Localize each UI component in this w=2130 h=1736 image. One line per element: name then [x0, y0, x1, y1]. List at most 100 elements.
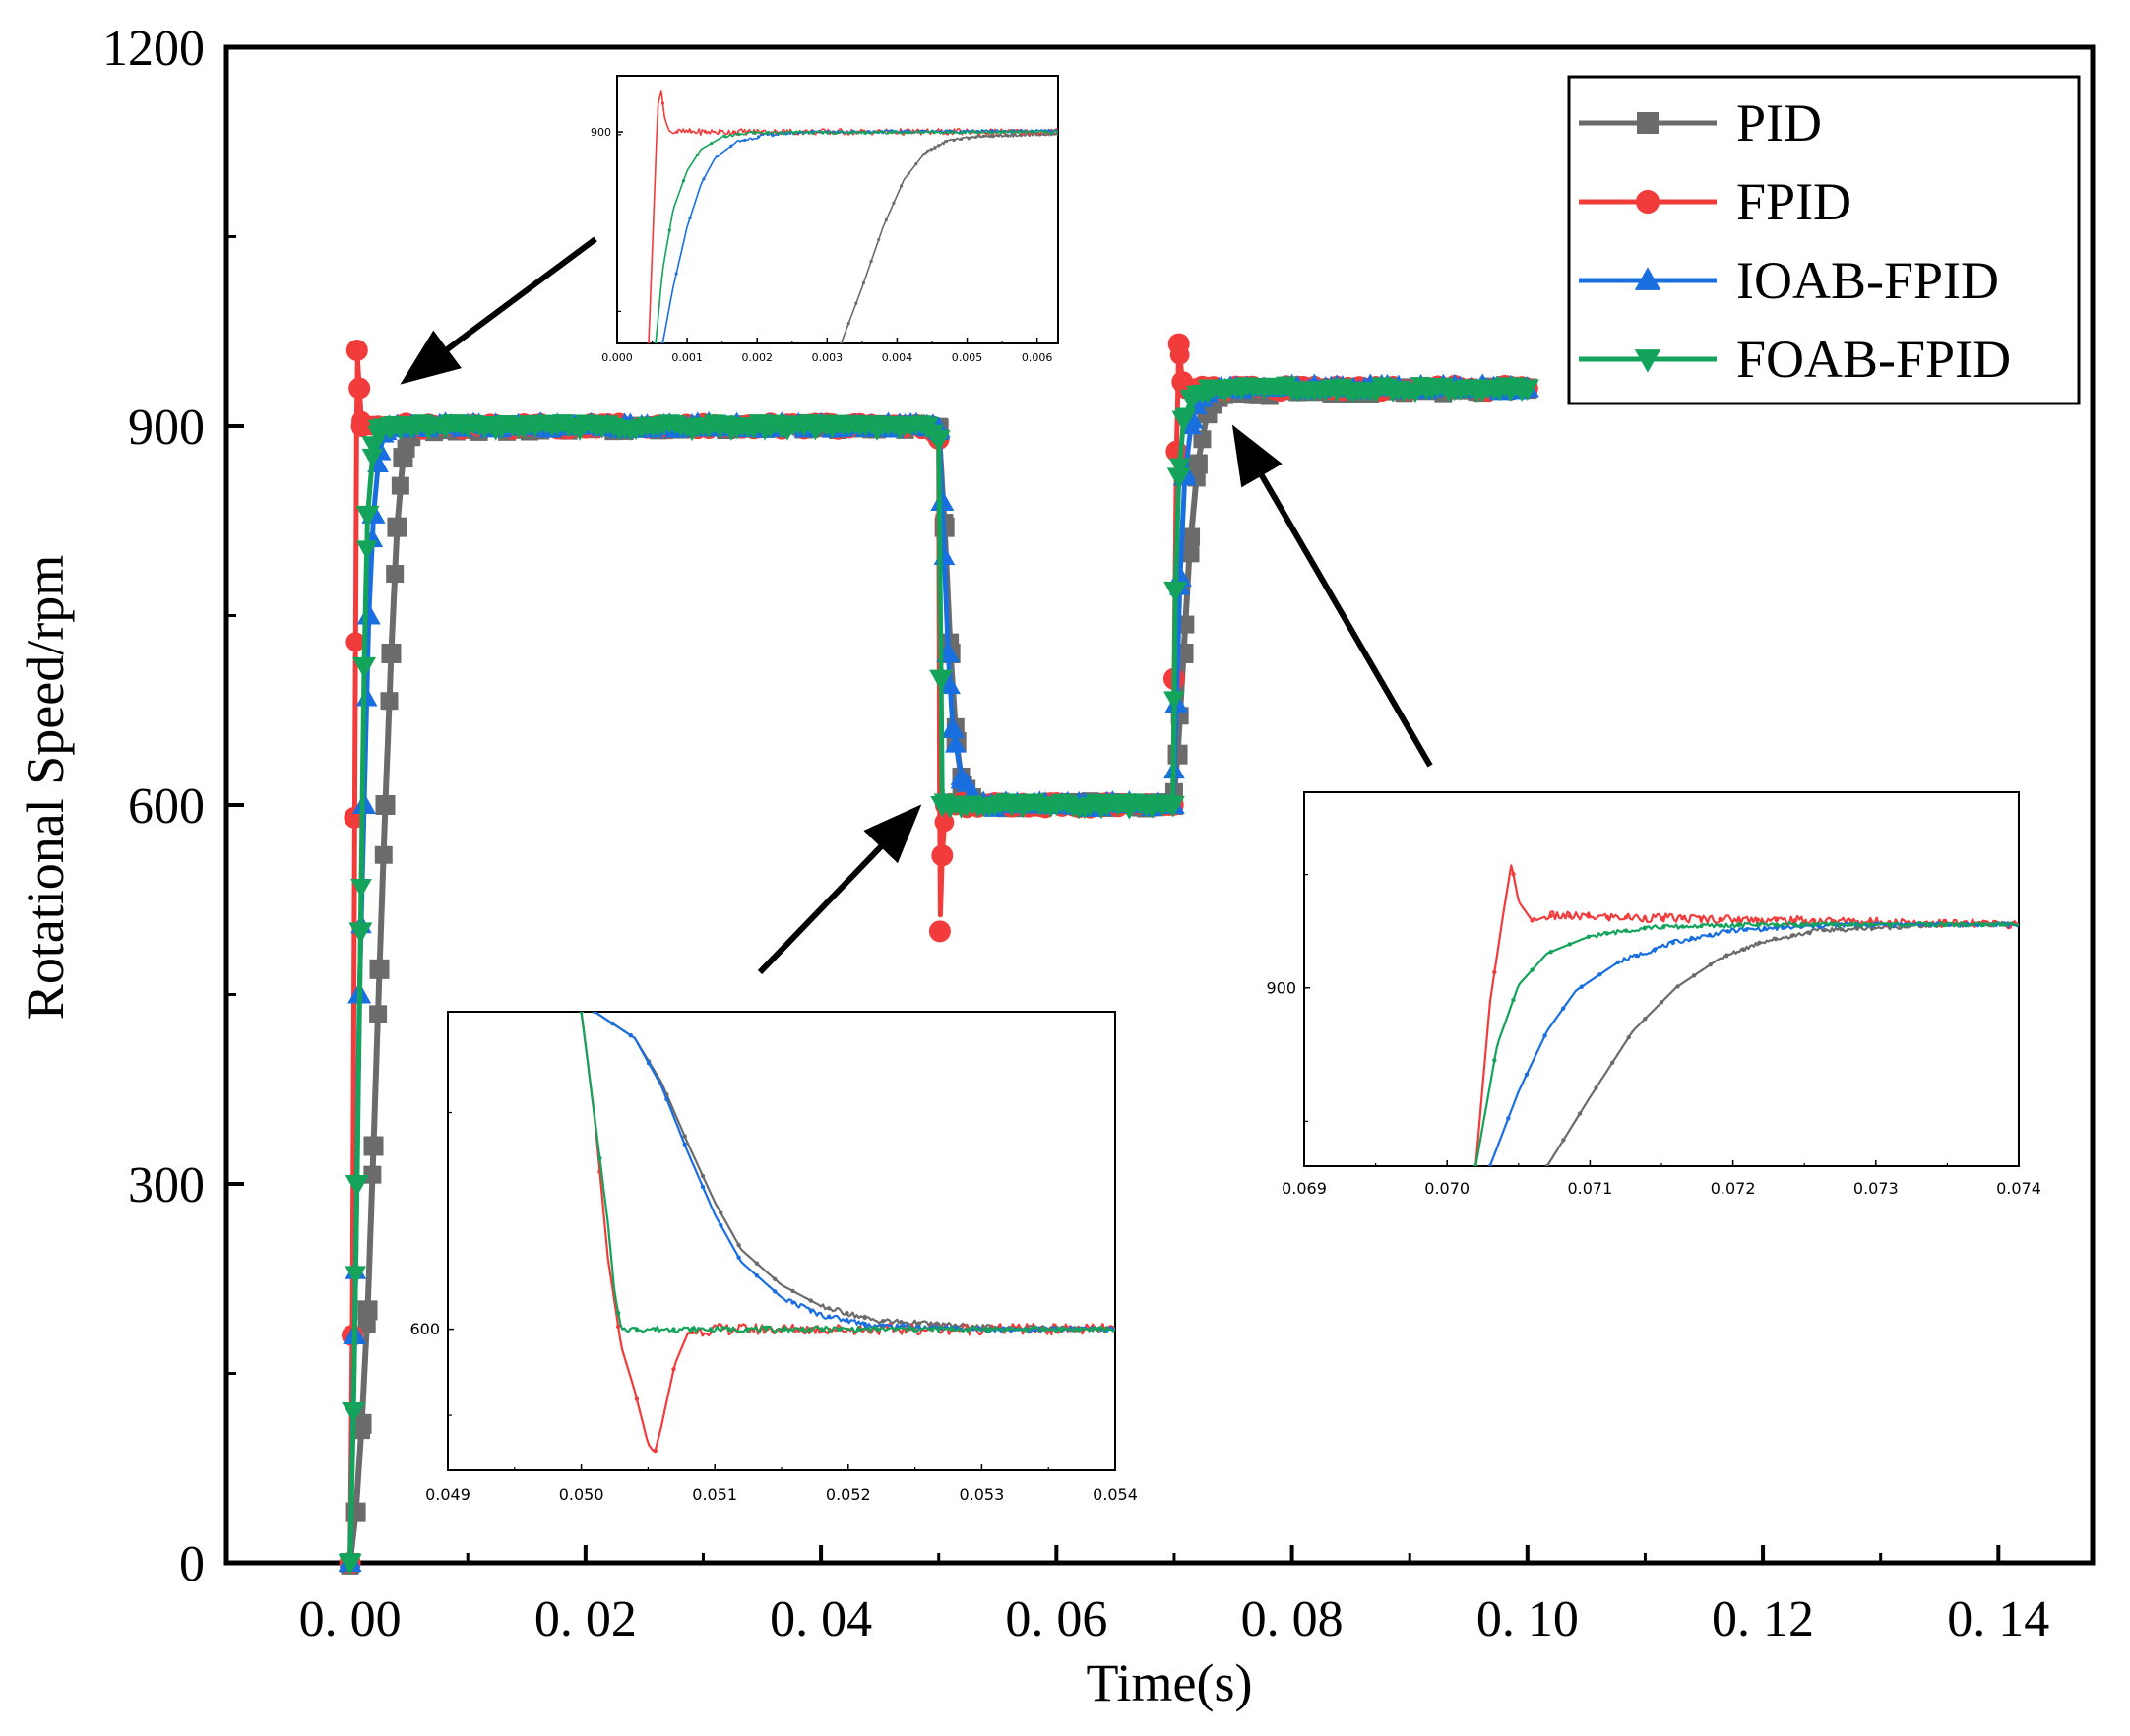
inset-point-foab-fpid	[737, 133, 741, 137]
data-point-fpid	[345, 340, 368, 361]
inset-point-foab-fpid	[876, 130, 881, 135]
data-point-pid	[351, 1421, 370, 1440]
inset-point-ioab-fpid	[1743, 927, 1749, 932]
inset-point-ioab-fpid	[862, 1321, 867, 1327]
legend-swatch-marker	[1634, 267, 1661, 290]
inset-point-fpid	[660, 101, 665, 105]
inset-point-foab-fpid	[1887, 922, 1892, 927]
inset-point-fpid	[1567, 913, 1572, 919]
inset-point-foab-fpid	[967, 1327, 972, 1332]
inset-point-foab-fpid	[948, 1327, 954, 1332]
inset-point-ioab-fpid	[756, 135, 761, 139]
inset-drop-zoom: 0.049 0.050 0.051 0.052 0.053 0.054 600	[409, 1011, 1138, 1504]
inset-point-foab-fpid	[838, 1327, 843, 1332]
inset-point-pid	[700, 1173, 706, 1179]
data-point-ioab-fpid	[944, 733, 967, 753]
data-point-fpid	[931, 844, 954, 867]
inset-point-pid	[839, 341, 844, 343]
inset-point-foab-fpid	[960, 130, 965, 134]
inset-point-pid	[736, 1242, 741, 1248]
inset-point-ioab-fpid	[1652, 947, 1658, 952]
inset-point-foab-fpid	[946, 130, 950, 134]
data-point-foab-fpid	[361, 448, 384, 468]
inset-point-pid	[981, 134, 986, 138]
x-tick-label: 0. 00	[299, 1591, 402, 1647]
inset-point-pid	[1012, 133, 1016, 137]
x-tick-label: 0. 04	[770, 1591, 872, 1647]
inset-point-pid	[1691, 973, 1697, 978]
data-point-foab-fpid	[1168, 458, 1191, 477]
inset-point-ioab-fpid	[682, 1142, 687, 1147]
inset-point-fpid	[1792, 918, 1798, 923]
data-point-foab-fpid	[1158, 794, 1180, 815]
inset-point-pid	[952, 138, 956, 143]
y-tick-label: 1200	[102, 21, 205, 77]
inset-point-ioab-fpid	[646, 1061, 652, 1066]
inset-point-foab-fpid	[671, 1327, 676, 1332]
data-point-foab-fpid	[1174, 407, 1197, 427]
inset-point-foab-fpid	[1999, 922, 2005, 927]
inset-point-ioab-fpid	[754, 1273, 760, 1278]
inset-point-fpid	[1511, 871, 1516, 877]
data-point-foab-fpid	[929, 669, 954, 692]
inset-point-foab-fpid	[985, 1327, 990, 1332]
inset-x-tick-label: 0.006	[1022, 351, 1053, 364]
inset-point-foab-fpid	[1924, 922, 1929, 927]
x-tick-label: 0. 06	[1005, 1591, 1107, 1647]
data-point-fpid	[1169, 344, 1190, 365]
inset-rise-zoom: 0.069 0.070 0.071 0.072 0.073 0.074 900	[1266, 791, 2041, 1198]
inset-point-foab-fpid	[1830, 922, 1836, 927]
inset-frame	[616, 75, 1059, 344]
inset-point-foab-fpid	[932, 130, 936, 134]
main-axis-ticks: 0. 00 0. 02 0. 04 0. 06 0. 08 0. 10 0. 12 0. 14…	[102, 21, 2049, 1647]
legend-label: IOAB-FPID	[1736, 251, 1999, 310]
legend-label: FPID	[1736, 172, 1851, 231]
inset-point-foab-fpid	[793, 131, 797, 135]
inset-point-foab-fpid	[681, 179, 686, 183]
inset-x-tick-label: 0.071	[1567, 1179, 1612, 1198]
legend-swatch-marker	[1637, 112, 1659, 134]
x-tick-label: 0. 08	[1241, 1591, 1344, 1647]
inset-point-ioab-fpid	[1689, 936, 1694, 942]
data-point-pid	[1193, 430, 1212, 449]
data-point-pid	[363, 1136, 384, 1156]
inset-point-foab-fpid	[1016, 130, 1020, 134]
inset-point-ioab-fpid	[1579, 984, 1584, 989]
inset-point-foab-fpid	[726, 1327, 732, 1332]
inset-point-ioab-fpid	[1670, 940, 1675, 946]
inset-point-foab-fpid	[893, 1327, 898, 1332]
inset-point-pid	[1839, 927, 1844, 932]
inset-point-ioab-fpid	[743, 138, 747, 142]
inset-point-pid	[1789, 933, 1794, 938]
inset-point-pid	[808, 1298, 814, 1303]
inset-point-foab-fpid	[1736, 922, 1741, 928]
inset-point-pid	[1854, 926, 1860, 931]
inset-point-ioab-fpid	[1598, 972, 1602, 977]
inset-point-pid	[1659, 1000, 1664, 1005]
inset-point-foab-fpid	[1567, 942, 1572, 947]
inset-point-foab-fpid	[765, 131, 769, 135]
inset-point-ioab-fpid	[790, 1300, 795, 1305]
inset-point-foab-fpid	[579, 1012, 584, 1015]
inset-point-foab-fpid	[819, 1327, 824, 1332]
inset-point-foab-fpid	[974, 130, 978, 134]
inset-point-foab-fpid	[848, 131, 852, 135]
inset-point-ioab-fpid	[664, 1096, 669, 1102]
inset-point-foab-fpid	[800, 1327, 806, 1332]
inset-point-ioab-fpid	[729, 144, 733, 148]
inset-point-fpid	[634, 1396, 640, 1401]
inset-point-pid	[880, 1318, 886, 1324]
inset-point-pid	[682, 1134, 687, 1139]
data-point-pid	[1167, 744, 1188, 765]
legend-entry-fpid: FPID	[1579, 172, 1851, 231]
inset-point-foab-fpid	[1661, 924, 1666, 930]
inset-point-ioab-fpid	[700, 1184, 706, 1190]
inset-point-ioab-fpid	[1725, 929, 1730, 934]
inset-point-pid	[861, 280, 866, 285]
inset-point-ioab-fpid	[688, 216, 692, 220]
data-point-pid	[357, 1315, 376, 1333]
inset-point-pid	[1577, 1111, 1583, 1116]
inset-point-foab-fpid	[690, 1327, 695, 1332]
inset-point-fpid	[1492, 969, 1497, 975]
inset-point-foab-fpid	[1004, 1327, 1009, 1332]
